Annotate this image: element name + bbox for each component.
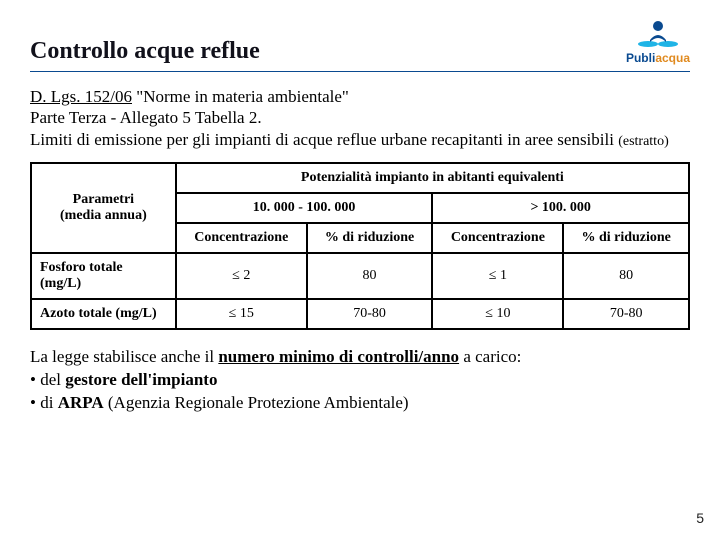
col-header-param: Parametri (media annua)	[31, 163, 176, 253]
law-reference: D. Lgs. 152/06	[30, 87, 132, 106]
intro-line2: Parte Terza - Allegato 5 Tabella 2.	[30, 108, 262, 127]
cell-c1: ≤ 2	[176, 253, 307, 299]
brand-logo: Publiacqua	[626, 20, 690, 65]
table-row: Azoto totale (mg/L) ≤ 15 70-80 ≤ 10 70-8…	[31, 299, 689, 329]
slide-header: Controllo acque reflue Publiacqua	[30, 20, 690, 69]
cell-c2: ≤ 1	[432, 253, 563, 299]
law-title: "Norme in materia ambientale"	[132, 87, 349, 106]
col-rid-1: % di riduzione	[307, 223, 433, 253]
table-row: Fosforo totale (mg/L) ≤ 2 80 ≤ 1 80	[31, 253, 689, 299]
col-rid-2: % di riduzione	[563, 223, 689, 253]
footer-block: La legge stabilisce anche il numero mini…	[30, 346, 690, 415]
page-number: 5	[696, 510, 704, 526]
col-header-range2: > 100. 000	[432, 193, 689, 223]
col-conc-1: Concentrazione	[176, 223, 307, 253]
person-water-icon	[636, 20, 680, 48]
cell-param: Azoto totale (mg/L)	[31, 299, 176, 329]
col-conc-2: Concentrazione	[432, 223, 563, 253]
cell-r2: 80	[563, 253, 689, 299]
cell-r1: 80	[307, 253, 433, 299]
logo-text: Publiacqua	[626, 51, 690, 65]
intro-line3-small: (estratto)	[618, 134, 669, 149]
footer-underline: numero minimo di controlli/anno	[218, 347, 459, 366]
cell-c2: ≤ 10	[432, 299, 563, 329]
col-header-potential: Potenzialità impianto in abitanti equiva…	[176, 163, 689, 193]
emission-limits-table: Parametri (media annua) Potenzialità imp…	[30, 162, 690, 330]
cell-r2: 70-80	[563, 299, 689, 329]
intro-block: D. Lgs. 152/06 "Norme in materia ambient…	[30, 86, 690, 150]
col-header-range1: 10. 000 - 100. 000	[176, 193, 433, 223]
intro-line3: Limiti di emissione per gli impianti di …	[30, 130, 618, 149]
divider	[30, 71, 690, 72]
cell-c1: ≤ 15	[176, 299, 307, 329]
cell-r1: 70-80	[307, 299, 433, 329]
page-title: Controllo acque reflue	[30, 38, 260, 65]
cell-param: Fosforo totale (mg/L)	[31, 253, 176, 299]
